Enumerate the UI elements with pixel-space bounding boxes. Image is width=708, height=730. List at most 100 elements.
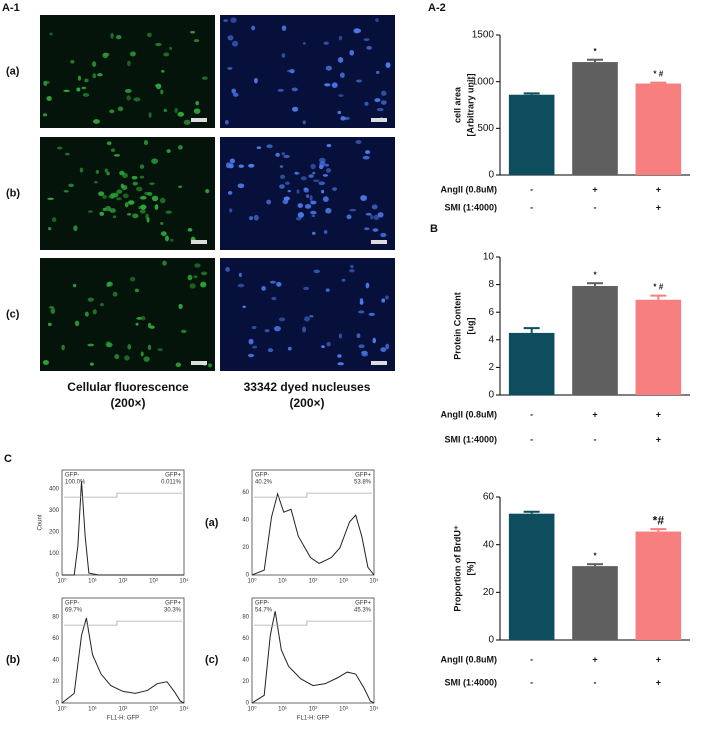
y-axis-label: [ug] (465, 318, 475, 335)
x-tick-label: 10⁴ (369, 706, 379, 713)
y-tick-label: 60 (52, 636, 59, 642)
condition-mark: + (656, 409, 661, 419)
cell (326, 341, 331, 347)
gate-name: GFP- (255, 601, 269, 607)
x-axis-label: FL1-H: GFP (297, 716, 329, 722)
cell (115, 34, 122, 40)
cell (253, 77, 258, 84)
significance: * # (653, 283, 663, 292)
y-tick-label: 60 (242, 490, 249, 496)
cell (287, 346, 292, 351)
y-axis-label: Count (38, 514, 44, 530)
gate-percent: 69.7% (65, 608, 83, 614)
cell (306, 194, 310, 198)
cell (114, 354, 120, 360)
cell (341, 278, 346, 282)
cell (195, 101, 199, 106)
cell (201, 76, 208, 80)
cell (312, 171, 316, 175)
flow-histogram: GFP-69.7% GFP+30.3% 0 20 40 60 80 10⁰ 10¹ 10² 10³ 1… (52, 597, 189, 722)
y-tick-label: 60 (483, 492, 495, 503)
y-axis-label: Protein Content (452, 292, 462, 360)
x-tick-label: 10⁴ (179, 706, 189, 713)
cell (98, 191, 105, 197)
cell (102, 207, 107, 212)
condition-mark: - (594, 677, 597, 687)
cell (90, 362, 94, 366)
y-tick-label: 60 (242, 636, 249, 642)
cell (46, 95, 52, 101)
cell (237, 183, 245, 189)
cell (365, 212, 372, 216)
cell (131, 175, 138, 180)
bar (572, 285, 618, 395)
y-tick-label: 2 (488, 362, 494, 373)
cell (106, 171, 110, 176)
condition-name: SMI (1:4000) (444, 202, 497, 212)
y-tick-label: 4 (488, 334, 494, 345)
cell (248, 215, 254, 221)
bar (572, 62, 618, 175)
cell (242, 305, 246, 309)
cell (106, 342, 113, 348)
cell (177, 145, 183, 150)
cell (61, 344, 65, 351)
cell (225, 119, 229, 125)
cell (49, 32, 53, 36)
cell (126, 213, 132, 216)
cell (385, 295, 389, 300)
cell (256, 146, 262, 150)
cell (146, 32, 152, 38)
caption: (200×) (110, 396, 145, 410)
condition-name: AngII (0.8uM) (441, 654, 498, 664)
condition-mark: - (530, 184, 533, 194)
flow-frame (251, 597, 375, 704)
bar (635, 83, 682, 175)
cell (303, 187, 309, 193)
x-tick-label: 10⁰ (57, 578, 67, 585)
cell (193, 39, 200, 42)
cell (189, 283, 196, 289)
x-tick-label: 10³ (339, 579, 348, 585)
cell (92, 119, 100, 124)
cell (110, 148, 116, 153)
cell (99, 211, 105, 216)
cell (283, 196, 290, 201)
gate-percent: 40.2% (255, 480, 273, 486)
gate-percent: 30.3% (164, 608, 182, 614)
cell (161, 69, 165, 73)
cell (148, 112, 152, 118)
cell (102, 52, 109, 59)
cell (319, 157, 326, 163)
y-tick-label: 300 (49, 508, 60, 514)
y-tick-label: 0 (56, 573, 60, 579)
x-tick-label: 10² (119, 707, 128, 713)
cell (95, 169, 100, 174)
cell (338, 35, 343, 41)
gate (64, 620, 182, 626)
condition-name: AngII (0.8uM) (441, 409, 498, 419)
scale-bar (371, 118, 387, 122)
cell (291, 87, 298, 92)
cell (50, 308, 56, 314)
cell (82, 93, 90, 97)
cell (321, 189, 325, 194)
cell (117, 106, 124, 112)
gate-name: GFP- (65, 601, 79, 607)
cell (116, 197, 122, 201)
condition-mark: - (594, 202, 597, 212)
cell (310, 210, 317, 215)
gate-name: GFP+ (355, 473, 371, 479)
flow-frame (61, 597, 185, 704)
cell (318, 164, 324, 170)
panel-label: (c) (205, 654, 219, 666)
condition-mark: - (530, 677, 533, 687)
cell (127, 343, 132, 350)
y-tick-label: 10 (483, 252, 495, 263)
cell (287, 189, 291, 193)
x-tick-label: 10⁰ (247, 706, 257, 713)
cell (372, 228, 379, 232)
cell (47, 322, 52, 327)
cell (134, 288, 140, 293)
cell (70, 59, 75, 64)
